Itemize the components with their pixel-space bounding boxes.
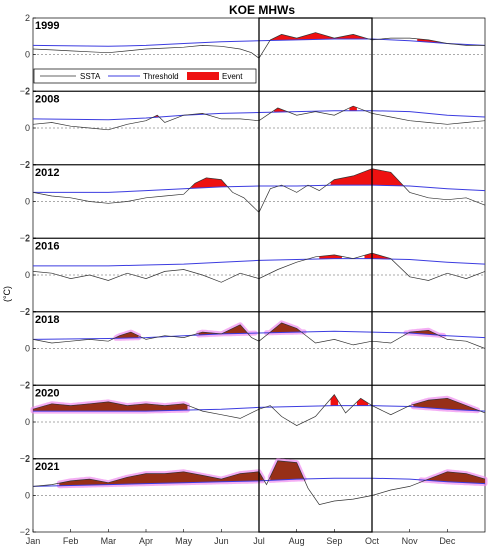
y-tick-label: 0 (25, 50, 30, 60)
x-tick-label: Nov (402, 536, 419, 546)
panel-2016: −2 0 2 2016 (20, 234, 486, 317)
legend-threshold-label: Threshold (143, 72, 179, 81)
legend-ssta-label: SSTA (80, 72, 101, 81)
panel-1999: −2 0 2 1999 (20, 13, 486, 96)
y-tick-label: −2 (20, 454, 30, 464)
x-tick-label: Apr (139, 536, 153, 546)
chart-title: KOE MHWs (229, 3, 295, 17)
x-tick-label: Sep (326, 536, 342, 546)
legend-event-swatch (187, 72, 219, 80)
year-label: 2012 (35, 167, 59, 179)
event-area (191, 177, 229, 189)
year-label: 2018 (35, 314, 59, 326)
y-tick-label: −2 (20, 527, 30, 537)
event-area (417, 38, 440, 43)
y-tick-label: 2 (25, 13, 30, 23)
legend: SSTA Threshold Event (33, 68, 257, 84)
event-area (330, 168, 406, 186)
y-tick-label: 2 (25, 234, 30, 244)
threshold-line (32, 110, 486, 121)
event-overlay (115, 332, 139, 339)
year-label: 2021 (35, 461, 59, 473)
y-tick-label: 0 (25, 491, 30, 501)
y-tick-label: −2 (20, 380, 30, 390)
legend-event-label: Event (222, 72, 243, 81)
x-tick-label: May (175, 536, 193, 546)
ssta-line (32, 322, 486, 349)
y-tick-label: 2 (25, 87, 30, 97)
threshold-line (32, 330, 486, 340)
y-tick-label: −2 (20, 86, 30, 96)
panel-2018: −2 0 2 2018 (20, 307, 486, 390)
y-tick-label: 2 (25, 454, 30, 464)
y-axis-label: (°C) (2, 286, 12, 302)
jul-sep-highlight-box (258, 17, 373, 533)
ssta-line (32, 394, 486, 426)
ssta-line (32, 460, 486, 505)
x-tick-label: Dec (439, 536, 456, 546)
panels: −2 0 2 1999 −2 0 2 2008 −2 0 2 2012 −2 0 2 2016 −2 0 2 2018… (20, 13, 488, 537)
ssta-line (32, 105, 486, 131)
event-overlay (270, 460, 305, 481)
x-tick-label: Jun (214, 536, 229, 546)
y-tick-label: 2 (25, 381, 30, 391)
event-area (356, 398, 369, 406)
x-axis: Jan Feb Mar Apr May Jun Jul Aug Sep Oct Nov Dec (26, 529, 456, 546)
x-tick-label: Feb (63, 536, 79, 546)
y-tick-label: −2 (20, 233, 30, 243)
event-overlay (266, 322, 305, 333)
year-label: 2020 (35, 388, 59, 400)
y-tick-label: 2 (25, 160, 30, 170)
threshold-line (32, 38, 486, 47)
y-tick-label: −2 (20, 307, 30, 317)
y-tick-label: 0 (25, 123, 30, 133)
threshold-line (33, 405, 486, 412)
x-tick-label: Mar (101, 536, 117, 546)
y-tick-label: 2 (25, 307, 30, 317)
y-tick-label: −2 (20, 160, 30, 170)
year-label: 2016 (35, 241, 59, 253)
year-label: 1999 (35, 20, 59, 32)
threshold-line (33, 258, 486, 267)
event-area (330, 394, 339, 406)
event-area (274, 107, 293, 113)
year-label: 2008 (35, 94, 59, 106)
event-overlay (198, 324, 256, 335)
x-tick-label: Jan (26, 536, 41, 546)
panel-2021: −2 0 2 2021 (20, 454, 488, 537)
x-tick-label: Jul (253, 536, 265, 546)
y-tick-label: 0 (25, 197, 30, 207)
panel-2008: −2 0 2 2008 (20, 87, 486, 170)
y-tick-label: 0 (25, 344, 30, 354)
panel-2020: −2 0 2 2020 (20, 381, 486, 464)
panel-2012: −2 0 2 2012 (20, 160, 486, 243)
y-tick-label: 0 (25, 417, 30, 427)
y-tick-label: 0 (25, 270, 30, 280)
x-tick-label: Oct (365, 536, 380, 546)
x-tick-label: Aug (289, 536, 305, 546)
